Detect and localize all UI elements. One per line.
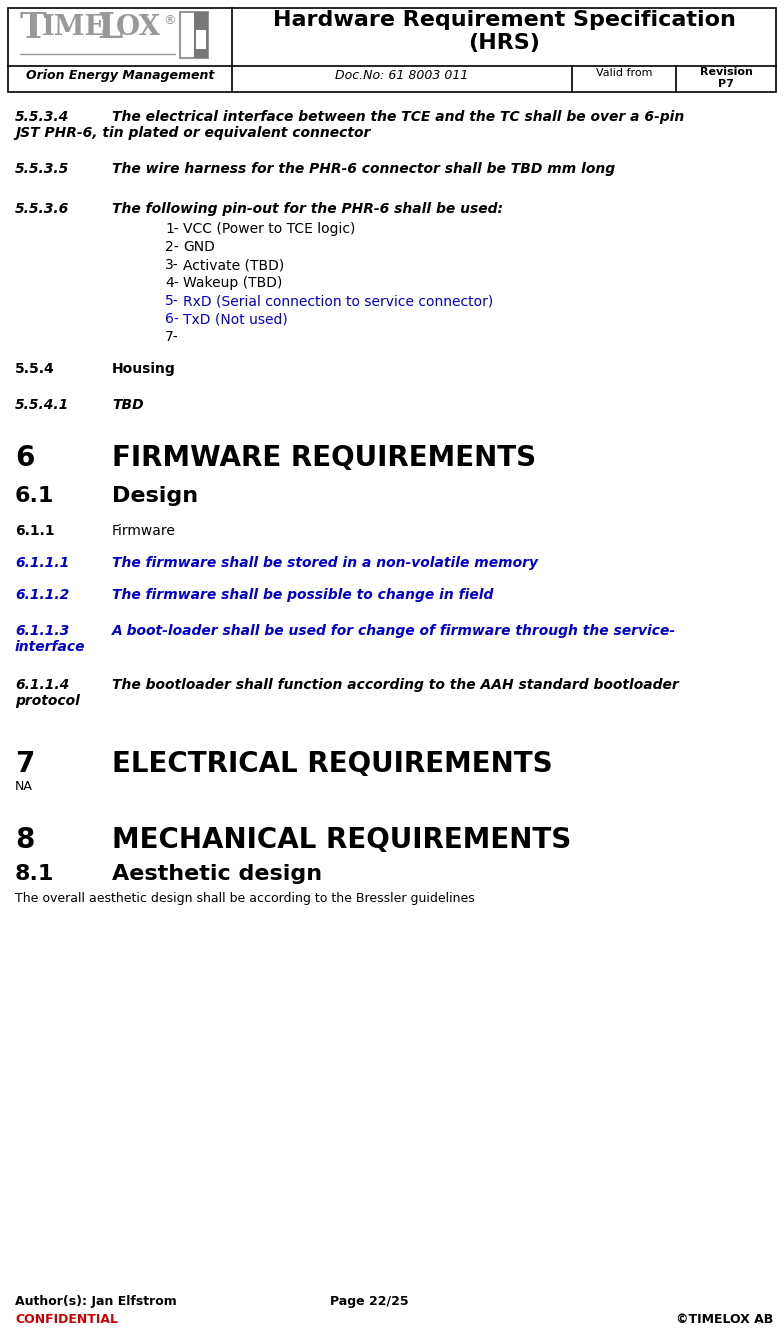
Text: 2-: 2-: [165, 240, 179, 253]
Text: A boot-loader shall be used for change of firmware through the service-: A boot-loader shall be used for change o…: [112, 624, 676, 638]
Bar: [196, 30, 205, 48]
Text: TxD (Not used): TxD (Not used): [183, 312, 288, 326]
Text: ®: ®: [163, 13, 176, 27]
Text: MECHANICAL REQUIREMENTS: MECHANICAL REQUIREMENTS: [112, 826, 572, 854]
Text: FIRMWARE REQUIREMENTS: FIRMWARE REQUIREMENTS: [112, 444, 536, 472]
Text: GND: GND: [183, 240, 215, 253]
Text: CONFIDENTIAL: CONFIDENTIAL: [15, 1313, 118, 1326]
Text: 6.1.1.1: 6.1.1.1: [15, 557, 69, 570]
Text: TBD: TBD: [112, 398, 143, 412]
Text: IME: IME: [42, 13, 107, 42]
Text: 5.5.4: 5.5.4: [15, 362, 55, 375]
Text: OX: OX: [116, 13, 162, 42]
Text: The firmware shall be stored in a non-volatile memory: The firmware shall be stored in a non-vo…: [112, 557, 538, 570]
Text: 3-: 3-: [165, 257, 179, 272]
Text: Doc.No: 61 8003 011: Doc.No: 61 8003 011: [336, 68, 469, 82]
Text: Orion Energy Management: Orion Energy Management: [26, 68, 214, 82]
Text: Revision
P7: Revision P7: [699, 67, 753, 89]
Text: The wire harness for the PHR-6 connector shall be TBD mm long: The wire harness for the PHR-6 connector…: [112, 162, 615, 176]
Text: Housing: Housing: [112, 362, 176, 375]
Text: 6-: 6-: [165, 312, 179, 326]
Text: 6: 6: [15, 444, 34, 472]
Text: Valid from: Valid from: [596, 68, 652, 78]
Bar: [180, 12, 208, 58]
Text: 5.5.3.5: 5.5.3.5: [15, 162, 69, 176]
Text: 5.5.3.6: 5.5.3.6: [15, 202, 69, 216]
Text: Design: Design: [112, 485, 198, 506]
Text: ©TIMELOX AB: ©TIMELOX AB: [676, 1313, 773, 1326]
Text: interface: interface: [15, 640, 85, 654]
Text: 5.5.3.4: 5.5.3.4: [15, 110, 69, 123]
Bar: [194, 12, 208, 58]
Text: Hardware Requirement Specification
(HRS): Hardware Requirement Specification (HRS): [273, 9, 735, 54]
Text: Activate (TBD): Activate (TBD): [183, 257, 285, 272]
Text: 6.1.1.3: 6.1.1.3: [15, 624, 69, 638]
Text: The overall aesthetic design shall be according to the Bressler guidelines: The overall aesthetic design shall be ac…: [15, 892, 475, 905]
Text: JST PHR-6, tin plated or equivalent connector: JST PHR-6, tin plated or equivalent conn…: [15, 126, 370, 139]
Bar: [8, 8, 776, 93]
Text: 6.1.1: 6.1.1: [15, 524, 55, 538]
Text: 6.1: 6.1: [15, 485, 54, 506]
Text: The firmware shall be possible to change in field: The firmware shall be possible to change…: [112, 587, 493, 602]
Text: 1-: 1-: [165, 223, 179, 236]
Text: RxD (Serial connection to service connector): RxD (Serial connection to service connec…: [183, 294, 493, 308]
Text: 5-: 5-: [165, 294, 179, 308]
Text: 7-: 7-: [165, 330, 179, 345]
Text: The electrical interface between the TCE and the TC shall be over a 6-pin: The electrical interface between the TCE…: [112, 110, 684, 123]
Text: Page 22/25: Page 22/25: [330, 1295, 408, 1307]
Text: NA: NA: [15, 780, 33, 793]
Text: The following pin-out for the PHR-6 shall be used:: The following pin-out for the PHR-6 shal…: [112, 202, 503, 216]
Text: L: L: [97, 11, 122, 46]
Text: VCC (Power to TCE logic): VCC (Power to TCE logic): [183, 223, 355, 236]
Text: 5.5.4.1: 5.5.4.1: [15, 398, 69, 412]
Text: Wakeup (TBD): Wakeup (TBD): [183, 276, 282, 290]
Text: Author(s): Jan Elfstrom: Author(s): Jan Elfstrom: [15, 1295, 176, 1307]
Text: ELECTRICAL REQUIREMENTS: ELECTRICAL REQUIREMENTS: [112, 750, 553, 778]
Text: protocol: protocol: [15, 695, 80, 708]
Text: Aesthetic design: Aesthetic design: [112, 864, 322, 884]
Text: 6.1.1.2: 6.1.1.2: [15, 587, 69, 602]
Text: The bootloader shall function according to the AAH standard bootloader: The bootloader shall function according …: [112, 679, 679, 692]
Text: 4-: 4-: [165, 276, 179, 290]
Text: 8: 8: [15, 826, 34, 854]
Text: T: T: [20, 11, 47, 46]
Text: 8.1: 8.1: [15, 864, 54, 884]
Text: 7: 7: [15, 750, 34, 778]
Text: 6.1.1.4: 6.1.1.4: [15, 679, 69, 692]
Text: Firmware: Firmware: [112, 524, 176, 538]
